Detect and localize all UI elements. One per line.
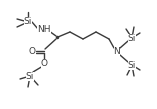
- Text: Si: Si: [128, 60, 136, 70]
- Text: Si: Si: [128, 33, 136, 43]
- Text: NH: NH: [37, 25, 51, 33]
- Text: O: O: [29, 47, 35, 55]
- Text: N: N: [114, 47, 120, 55]
- Text: O: O: [41, 59, 48, 67]
- Text: Si: Si: [24, 18, 32, 26]
- Text: Si: Si: [26, 72, 34, 81]
